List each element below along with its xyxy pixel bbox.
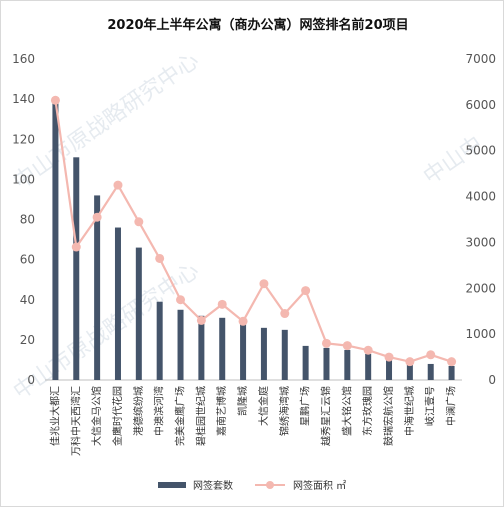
legend-bar-label: 网签套数 bbox=[193, 479, 233, 492]
chart-title: 2020年上半年公寓（商办公寓）网签排名前20项目 bbox=[107, 17, 408, 33]
bar bbox=[114, 227, 121, 380]
category-label: 中澳滨河湾 bbox=[153, 386, 166, 436]
legend: 网签套数 网签面积 ㎡ bbox=[158, 479, 346, 492]
category-label: 盛大铭公馆 bbox=[340, 386, 353, 436]
category-label: 星鹏广场 bbox=[299, 386, 312, 426]
bar bbox=[260, 327, 267, 380]
bar bbox=[406, 363, 413, 380]
category-label: 中澜广场 bbox=[445, 386, 458, 426]
bar bbox=[135, 247, 142, 380]
category-label: 凯隆城 bbox=[236, 386, 249, 416]
y-right-tick-label: 6000 bbox=[465, 98, 496, 112]
y-right-tick-label: 2000 bbox=[465, 281, 496, 295]
category-label: 嘉南艺博城 bbox=[215, 386, 228, 436]
bar bbox=[156, 301, 163, 380]
y-left-tick-label: 0 bbox=[27, 373, 35, 387]
bar bbox=[219, 317, 226, 380]
line-point bbox=[217, 299, 227, 309]
right-axis: 0 1000 2000 3000 4000 5000 6000 7000 bbox=[465, 52, 496, 387]
y-left-tick-label: 20 bbox=[20, 333, 35, 347]
bar bbox=[427, 363, 434, 380]
bar bbox=[344, 349, 351, 380]
y-right-tick-label: 5000 bbox=[465, 144, 496, 158]
line-point bbox=[71, 242, 81, 252]
category-label: 金鹰时代花园 bbox=[111, 386, 124, 446]
line-point bbox=[384, 352, 394, 362]
line-series bbox=[50, 95, 457, 367]
y-left-tick-label: 100 bbox=[12, 172, 35, 186]
bar bbox=[52, 99, 59, 380]
category-labels: 佳兆业大都汇 万科中天西湾汇 大信金马公馆 金鹰时代花园 港德缤纷城 中澳滨河湾 完美金鹰广… bbox=[48, 386, 457, 456]
line-point bbox=[155, 253, 165, 263]
bar bbox=[198, 315, 205, 380]
line-point bbox=[92, 212, 102, 222]
y-left-tick-label: 60 bbox=[20, 253, 35, 267]
category-label: 万科中天西湾汇 bbox=[69, 386, 82, 456]
y-right-tick-label: 3000 bbox=[465, 235, 496, 249]
bar bbox=[177, 309, 184, 380]
legend-line-label: 网签面积 ㎡ bbox=[293, 479, 346, 492]
category-label: 锦绣海湾城 bbox=[278, 386, 291, 436]
bar bbox=[323, 347, 330, 380]
line-point bbox=[259, 279, 269, 289]
y-right-tick-label: 1000 bbox=[465, 327, 496, 341]
y-left-tick-label: 80 bbox=[20, 213, 35, 227]
y-right-tick-label: 0 bbox=[488, 373, 496, 387]
category-label: 港德缤纷城 bbox=[132, 386, 145, 436]
line-point bbox=[447, 357, 457, 367]
line-point bbox=[176, 295, 186, 305]
category-label: 佳兆业大都汇 bbox=[48, 386, 61, 446]
line-point bbox=[363, 345, 373, 355]
y-left-tick-label: 140 bbox=[12, 92, 35, 106]
y-right-tick-label: 7000 bbox=[465, 52, 496, 66]
bar bbox=[94, 195, 101, 380]
bar bbox=[302, 345, 309, 380]
line-point bbox=[405, 357, 415, 367]
legend-bar-swatch bbox=[158, 482, 186, 488]
line-point bbox=[113, 180, 123, 190]
bar bbox=[73, 157, 80, 380]
y-right-tick-label: 4000 bbox=[465, 190, 496, 204]
category-label: 大信金庭 bbox=[257, 386, 270, 426]
y-left-tick-label: 120 bbox=[12, 132, 35, 146]
category-label: 岐江壹号 bbox=[424, 386, 437, 426]
line-point bbox=[321, 338, 331, 348]
y-left-tick-label: 40 bbox=[20, 293, 35, 307]
line-point bbox=[50, 95, 60, 105]
category-label: 碧桂园世纪城 bbox=[194, 386, 207, 446]
category-label: 中海世纪城 bbox=[403, 386, 416, 436]
y-left-tick-label: 160 bbox=[12, 52, 35, 66]
line-point bbox=[238, 316, 248, 326]
bar bbox=[448, 365, 455, 380]
line-point bbox=[280, 309, 290, 319]
category-label: 越秀星汇云锦 bbox=[319, 386, 332, 446]
line-point bbox=[426, 350, 436, 360]
bar-series bbox=[52, 99, 455, 380]
bar bbox=[386, 359, 393, 380]
category-label: 鼓瑞宏航公馆 bbox=[382, 386, 395, 446]
category-label: 大信金马公馆 bbox=[90, 386, 103, 446]
legend-line-marker bbox=[266, 481, 274, 489]
line-point bbox=[342, 341, 352, 351]
bar bbox=[281, 329, 288, 380]
line-point bbox=[196, 315, 206, 325]
left-axis: 0 20 40 60 80 100 120 140 160 bbox=[12, 52, 462, 387]
line-point bbox=[134, 217, 144, 227]
bar bbox=[240, 323, 247, 380]
bar bbox=[365, 353, 372, 380]
line-point bbox=[301, 286, 311, 296]
category-label: 东方玫瑰园 bbox=[361, 386, 374, 436]
category-label: 完美金鹰广场 bbox=[174, 386, 187, 446]
